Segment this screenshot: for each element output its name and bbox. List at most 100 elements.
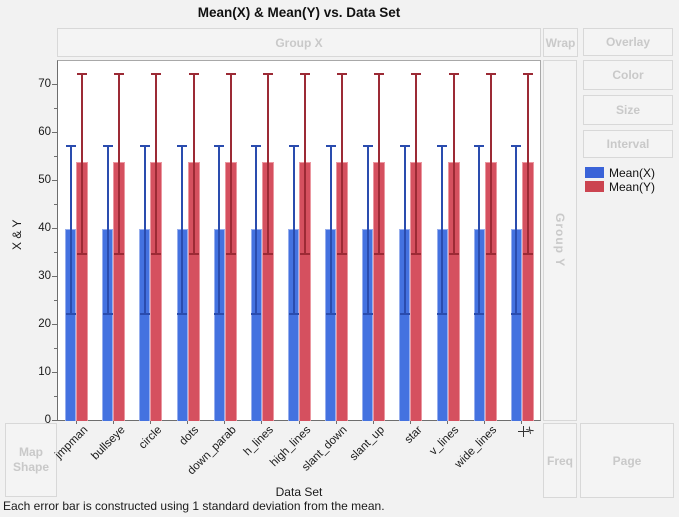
error-bar-line [69, 145, 72, 313]
x-tick [298, 421, 300, 424]
y-major-tick [52, 132, 57, 133]
error-bar-line [229, 73, 232, 253]
legend-item[interactable]: Mean(X) [585, 165, 656, 180]
x-category-label-text: slant_up [348, 424, 388, 464]
error-bar-cap [399, 145, 410, 147]
y-minor-tick [54, 252, 57, 253]
dropzone-interval[interactable]: Interval [583, 130, 673, 158]
error-bar-cap [188, 253, 199, 255]
x-axis-title: Data Set [275, 485, 323, 499]
error-bar-line [489, 73, 492, 253]
error-bar-cap [485, 253, 496, 255]
y-major-tick [52, 180, 57, 181]
dropzone-group-x[interactable]: Group X [57, 28, 541, 57]
y-tick-label: 50 [38, 174, 51, 186]
dropzone-page-label: Page [612, 453, 642, 468]
error-bar-cap [437, 313, 448, 315]
error-bar-cap [448, 73, 459, 75]
x-tick [112, 421, 114, 424]
y-tick-label: 20 [38, 318, 51, 330]
error-bar-line [255, 145, 258, 313]
dropzone-color-label: Color [612, 68, 644, 82]
y-major-tick [52, 84, 57, 85]
error-bar-line [415, 73, 418, 253]
dropzone-wrap[interactable]: Wrap [543, 28, 578, 57]
x-category-label-text: v_lines [427, 424, 462, 458]
y-major-tick [52, 324, 57, 325]
error-bar-cap [522, 73, 533, 75]
legend-label: Mean(X) [609, 165, 656, 180]
error-bar-cap [262, 253, 273, 255]
plot-area[interactable] [57, 60, 541, 421]
error-bar-cap [288, 145, 299, 147]
y-minor-tick [54, 348, 57, 349]
y-axis-title: X & Y [10, 219, 24, 250]
error-bar-cap [114, 73, 125, 75]
x-tick [409, 421, 411, 424]
x-tick [149, 421, 151, 424]
y-major-tick [52, 228, 57, 229]
error-bar-line [526, 73, 529, 253]
y-tick-label: 0 [44, 414, 51, 426]
x-tick [187, 421, 189, 424]
y-minor-tick [54, 156, 57, 157]
error-bar-cap [411, 73, 422, 75]
y-minor-tick [54, 204, 57, 205]
error-bar-line [192, 73, 195, 253]
dropzone-freq[interactable]: Freq [543, 423, 577, 498]
dropzone-overlay[interactable]: Overlay [583, 28, 673, 56]
error-bar-cap [485, 73, 496, 75]
error-bar-cap [77, 73, 88, 75]
error-bar-line [106, 145, 109, 313]
dropzone-map-shape[interactable]: Map Shape [5, 423, 57, 497]
error-bar-cap [114, 253, 125, 255]
error-bar-cap [325, 313, 336, 315]
x-tick [372, 421, 374, 424]
dropzone-color[interactable]: Color [583, 60, 673, 90]
x-tick [261, 421, 263, 424]
error-bar-cap [262, 73, 273, 75]
error-bar-line [118, 73, 121, 253]
error-bar-line [378, 73, 381, 253]
dropzone-size-label: Size [615, 103, 640, 117]
error-bar-cap [102, 313, 113, 315]
error-bar-line [329, 145, 332, 313]
x-category-label-text: star [402, 424, 425, 447]
dropzone-wrap-label: Wrap [545, 35, 576, 50]
error-bar-cap [300, 73, 310, 75]
error-bar-cap [225, 253, 236, 255]
error-bar-cap [151, 253, 162, 255]
dropzone-size[interactable]: Size [583, 95, 673, 125]
error-bar-line [441, 145, 444, 313]
error-bar-cap [214, 145, 225, 147]
crosshair-cursor [518, 426, 529, 437]
error-bar-line [292, 145, 295, 313]
error-bar-cap [374, 253, 385, 255]
error-bar-line [155, 73, 158, 253]
y-minor-tick [54, 108, 57, 109]
y-minor-tick [54, 300, 57, 301]
x-tick [484, 421, 486, 424]
legend-item[interactable]: Mean(Y) [585, 179, 656, 194]
legend-label: Mean(Y) [609, 179, 656, 194]
y-tick-label: 30 [38, 270, 51, 282]
legend-swatch [585, 181, 604, 192]
error-bar-cap [374, 73, 385, 75]
error-bar-cap [139, 313, 150, 315]
error-bar-cap [139, 145, 150, 147]
y-major-tick [52, 420, 57, 421]
error-bar-cap [362, 145, 373, 147]
x-category-label-text: dots [177, 424, 202, 448]
error-bar-cap [337, 253, 348, 255]
dropzone-page[interactable]: Page [580, 423, 674, 498]
legend: Mean(X) Mean(Y) [585, 166, 655, 194]
error-bar-cap [77, 253, 88, 255]
dropzone-group-y[interactable]: Group Y [543, 60, 577, 421]
error-bar-cap [251, 313, 262, 315]
error-bar-cap [177, 313, 188, 315]
error-bar-cap [411, 253, 422, 255]
error-bar-cap [65, 313, 76, 315]
error-bar-line [366, 145, 369, 313]
y-tick-label: 70 [38, 78, 51, 90]
error-bar-cap [214, 313, 225, 315]
